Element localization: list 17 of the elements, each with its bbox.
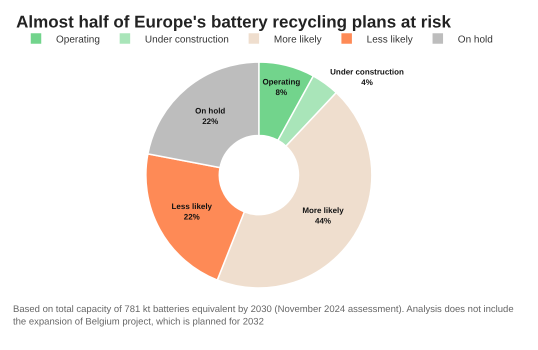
- slice-label: Under construction: [330, 68, 404, 77]
- legend-label: Under construction: [144, 34, 229, 46]
- slice-label: More likely: [302, 206, 344, 216]
- slice-label: Less likely: [172, 202, 213, 212]
- legend-label: Operating: [56, 34, 100, 46]
- data-label: 4%: [361, 78, 373, 87]
- chart-title: Almost half of Europe's battery recycling plans at risk: [16, 12, 452, 32]
- legend-label: More likely: [274, 34, 322, 46]
- legend-label: On hold: [458, 34, 493, 46]
- legend-label: Less likely: [366, 34, 413, 46]
- slice-label: Operating: [262, 78, 300, 87]
- data-label: 8%: [276, 88, 288, 98]
- text: Based on total capacity of 781 kt batteries equivalent by 2030 (November 2024 assessment). Analysis does not include the expansion of Belgium project, which is planned for 2032: [13, 304, 514, 328]
- slice-label: On hold: [195, 106, 226, 116]
- data-label: 22%: [202, 116, 218, 126]
- data-label: 44%: [315, 216, 332, 226]
- data-label: 22%: [184, 212, 200, 222]
